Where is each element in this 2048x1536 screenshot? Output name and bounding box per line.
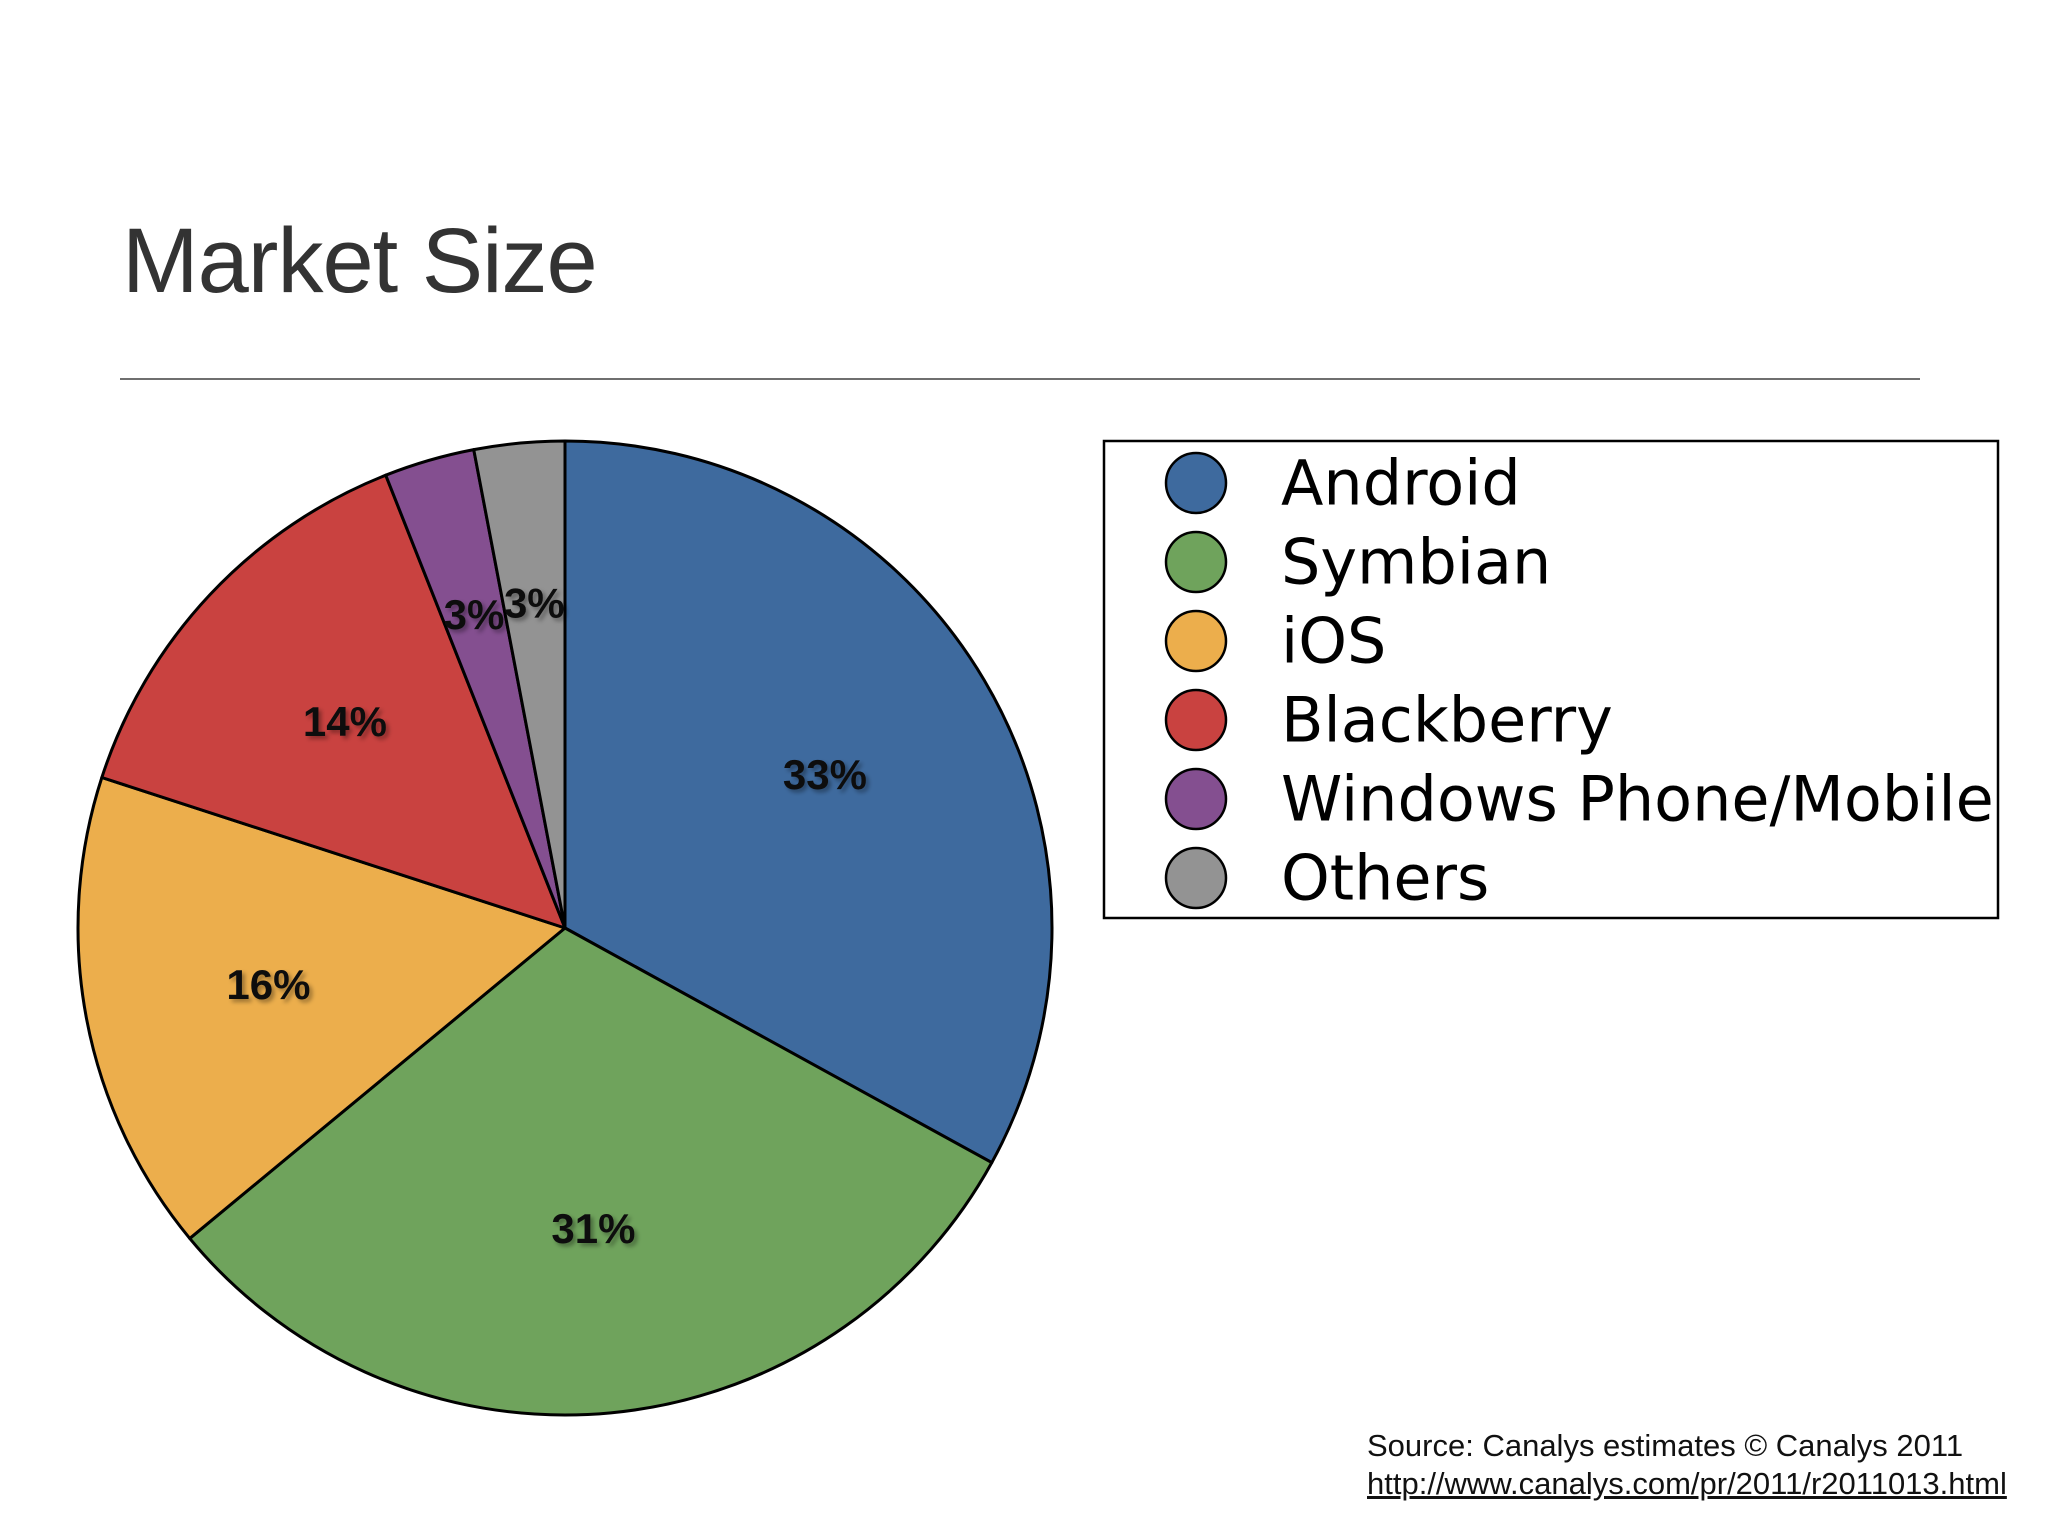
pie-slice-ios (76, 776, 567, 1240)
legend-label: iOS (1281, 605, 1386, 678)
legend-label: Blackberry (1281, 684, 1613, 757)
source-text: Source: Canalys estimates © Canalys 2011 (1367, 1428, 1964, 1463)
legend-label: Others (1281, 842, 1489, 915)
legend-swatch (1164, 767, 1228, 831)
pie-data-label-ios: 16% (226, 961, 310, 1008)
legend-box (1102, 439, 2000, 920)
legend-swatch (1164, 846, 1228, 910)
slide-title: Market Size (122, 210, 598, 312)
legend-swatch (1164, 530, 1228, 594)
pie-slice-android (563, 439, 1054, 1165)
legend-swatch (1164, 451, 1228, 515)
pie-slice-others (472, 439, 567, 930)
pie-data-label-blackberry: 14% (303, 698, 387, 745)
source-link[interactable]: http://www.canalys.com/pr/2011/r2011013.… (1367, 1466, 2007, 1501)
legend-swatch (1164, 609, 1228, 673)
pie-data-label-symbian: 31% (551, 1205, 635, 1252)
pie-slice-symbian (188, 926, 994, 1417)
pie-slices (76, 439, 1054, 1417)
title-divider (120, 378, 1920, 380)
legend-label: Windows Phone/Mobile (1281, 763, 1994, 836)
pie-slice-blackberry (100, 473, 567, 930)
pie-data-label-windows-phone-mobile: 3% (444, 591, 505, 638)
pie-data-labels: 33% 31% 16% 14% 3% 3% (226, 580, 867, 1252)
legend-label: Symbian (1281, 526, 1551, 599)
legend-label: Android (1281, 447, 1521, 520)
legend-swatch (1164, 688, 1228, 752)
source-note: Source: Canalys estimates © Canalys 2011… (1367, 1427, 2007, 1503)
pie-data-label-android: 33% (783, 751, 867, 798)
pie-data-label-others: 3% (504, 580, 565, 627)
